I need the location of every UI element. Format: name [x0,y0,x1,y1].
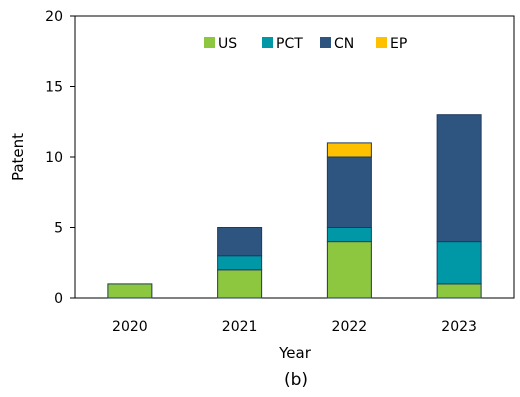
bar-segment-ep-2022 [326,142,372,158]
y-tick-label: 20 [45,9,63,25]
figure-caption: (b) [284,370,308,390]
legend-label-ep: EP [390,36,407,52]
bar-segment-cn-2021 [217,227,263,257]
bar-segment-cn-2023 [436,114,482,243]
y-tick-label: 5 [54,221,63,237]
x-tick-label: 2023 [441,319,477,335]
bar-segment-pct-2022 [326,227,372,243]
x-tick-label: 2020 [112,319,148,335]
legend-swatch-us [204,37,215,48]
legend-label-us: US [218,36,237,52]
legend-swatch-cn [320,37,331,48]
bar-segment-us-2022 [326,241,372,299]
y-axis: 0 5 10 15 20 [45,9,75,307]
bars [107,114,482,299]
bar-segment-us-2023 [436,283,482,299]
x-axis: 2020 2021 2022 2023 [112,319,477,335]
x-axis-title: Year [278,344,312,362]
y-axis-title: Patent [9,133,27,181]
bar-segment-pct-2023 [436,241,482,285]
bar-segment-us-2020 [107,283,153,299]
bar-segment-us-2021 [217,269,263,299]
legend-swatch-ep [376,37,387,48]
legend: US PCT CN EP [204,36,407,52]
x-tick-label: 2022 [332,319,368,335]
legend-label-cn: CN [334,36,354,52]
legend-swatch-pct [262,37,273,48]
x-tick-label: 2021 [222,319,258,335]
y-tick-label: 15 [45,80,63,96]
y-tick-label: 0 [54,291,63,307]
y-tick-label: 10 [45,150,63,166]
bar-segment-pct-2021 [217,255,263,271]
bar-segment-cn-2022 [326,156,372,228]
legend-label-pct: PCT [276,36,303,52]
